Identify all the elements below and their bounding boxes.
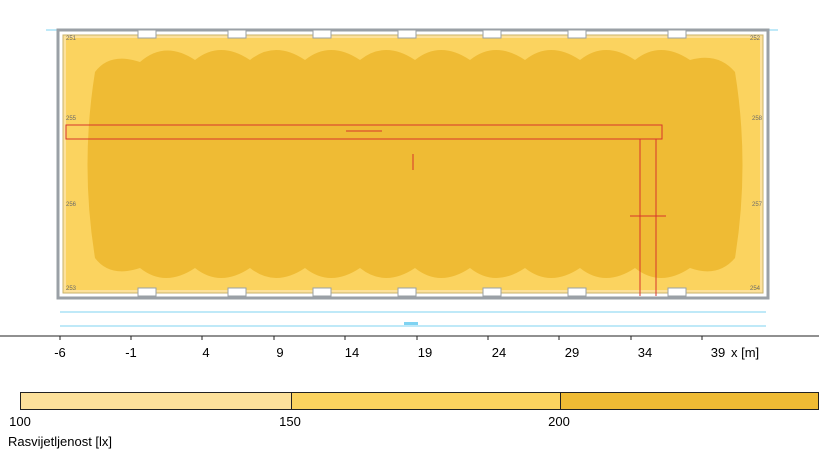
corner-label-bl: 253 (66, 286, 77, 292)
side-label-rt: 258 (752, 116, 763, 122)
x-tick-label: 24 (492, 345, 506, 360)
corner-label-tl: 251 (66, 36, 77, 42)
x-axis-unit: x [m] (731, 345, 759, 360)
x-tick-label: 34 (638, 345, 652, 360)
legend-tick-label: 200 (548, 414, 570, 429)
x-tick-label: 9 (276, 345, 283, 360)
x-axis-ticks (60, 336, 702, 340)
legend-title: Rasvijetljenost [lx] (8, 434, 112, 449)
x-tick-label: -6 (54, 345, 66, 360)
legend-band-100-150 (21, 393, 291, 409)
legend-band-200-plus (560, 393, 818, 409)
corner-label-br: 254 (750, 286, 761, 292)
x-tick-label: 29 (565, 345, 579, 360)
x-tick-label: 39 (711, 345, 725, 360)
legend-tick-label: 150 (279, 414, 301, 429)
x-tick-label: -1 (125, 345, 137, 360)
side-label-rb: 257 (752, 202, 763, 208)
illuminance-legend-bar (20, 392, 819, 410)
corner-label-tr: 252 (750, 36, 761, 42)
x-tick-label: 19 (418, 345, 432, 360)
legend-band-150-200 (291, 393, 560, 409)
legend-tick-label: 100 (9, 414, 31, 429)
illuminance-plan: 251 252 253 254 255 256 257 258 (0, 0, 819, 340)
dimension-tag (404, 322, 418, 325)
side-label-lt: 255 (66, 116, 77, 122)
x-tick-label: 4 (202, 345, 209, 360)
side-label-lb: 256 (66, 202, 77, 208)
x-tick-label: 14 (345, 345, 359, 360)
band-200-plus (88, 50, 743, 278)
